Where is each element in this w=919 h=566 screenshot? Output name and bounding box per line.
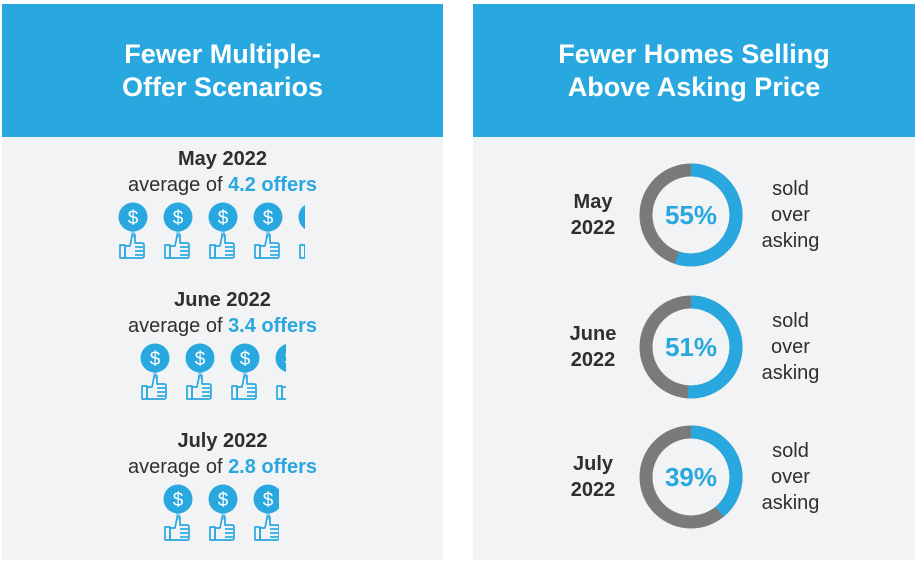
svg-text:$: $ xyxy=(218,490,229,511)
svg-text:$: $ xyxy=(263,490,274,511)
stat-caption-line: asking xyxy=(761,492,820,514)
average-offers-line: average of 3.4 offers xyxy=(2,313,443,339)
average-offers-value: 3.4 offers xyxy=(228,315,317,337)
above-asking-panel: Fewer Homes Selling Above Asking Price M… xyxy=(473,4,915,560)
offer-icon-row: $ $ $ $ $ xyxy=(2,202,443,262)
svg-text:$: $ xyxy=(285,349,286,370)
stat-caption-line: asking xyxy=(761,362,820,384)
average-offers-value: 4.2 offers xyxy=(228,174,317,196)
multiple-offer-title-line-1: Fewer Multiple- xyxy=(124,38,321,69)
donut-value-arc xyxy=(639,163,743,267)
average-prefix: average of xyxy=(127,456,229,478)
donut-percent-label: 55% xyxy=(665,200,717,230)
svg-text:$: $ xyxy=(195,349,206,370)
above-asking-header: Fewer Homes Selling Above Asking Price xyxy=(473,4,915,137)
stat-caption-line: over xyxy=(771,336,810,358)
svg-text:$: $ xyxy=(240,349,251,370)
stat-period-label: July 2022 xyxy=(543,451,643,503)
multiple-offer-title-line-2: Offer Scenarios xyxy=(121,71,324,102)
dollar-thumbs-up-icon: $ xyxy=(275,344,286,400)
donut-value-arc xyxy=(639,295,743,399)
svg-text:$: $ xyxy=(150,349,161,370)
donut-chart: 39% xyxy=(639,425,743,529)
donut-value-arc xyxy=(639,425,743,529)
offer-period-june: June 2022 average of 3.4 offers $ $ $ $ xyxy=(2,287,443,403)
svg-text:$: $ xyxy=(218,208,229,229)
donut-percent-label: 51% xyxy=(665,332,717,362)
dollar-thumbs-up-icon: $ xyxy=(118,202,148,259)
period-title: May 2022 xyxy=(178,148,267,170)
dollar-thumbs-up-icon: $ xyxy=(253,484,279,541)
average-offers-value: 2.8 offers xyxy=(228,456,317,478)
dollar-thumbs-up-icon: $ xyxy=(253,202,283,259)
offer-period-may: May 2022 average of 4.2 offers $ $ $ $ $ xyxy=(2,146,443,262)
stat-row-may: May 2022 55% sold over asking xyxy=(473,160,915,270)
period-title: June 2022 xyxy=(174,289,271,311)
dollar-thumbs-up-icon: $ xyxy=(185,343,215,400)
multiple-offer-header: Fewer Multiple- Offer Scenarios xyxy=(2,4,443,137)
stat-month: June xyxy=(569,323,617,345)
stat-row-july: July 2022 39% sold over asking xyxy=(473,422,915,532)
dollar-thumbs-up-icon: $ xyxy=(230,343,260,400)
offer-period-july: July 2022 average of 2.8 offers $ $ $ xyxy=(2,428,443,544)
stat-caption: sold over asking xyxy=(743,176,838,254)
dollar-thumbs-up-icon: $ xyxy=(298,204,305,259)
offer-icon-row: $ $ $ $ xyxy=(2,343,443,403)
stat-year: 2022 xyxy=(570,217,616,239)
dollar-thumbs-up-icon: $ xyxy=(208,202,238,259)
stat-caption-line: sold xyxy=(772,178,809,200)
stat-caption-line: over xyxy=(771,466,810,488)
dollar-thumbs-up-icon: $ xyxy=(163,484,193,541)
stat-period-label: June 2022 xyxy=(543,321,643,373)
dollar-thumbs-up-icon: $ xyxy=(208,484,238,541)
stat-caption-line: sold xyxy=(772,310,809,332)
stat-month: July xyxy=(572,453,614,475)
dollar-thumbs-up-icon: $ xyxy=(163,202,193,259)
donut-chart: 55% xyxy=(639,163,743,267)
svg-text:$: $ xyxy=(128,208,139,229)
period-title: July 2022 xyxy=(177,430,268,452)
average-offers-line: average of 2.8 offers xyxy=(2,454,443,480)
dollar-thumbs-up-icon: $ xyxy=(140,343,170,400)
donut-chart: 51% xyxy=(639,295,743,399)
svg-text:$: $ xyxy=(173,208,184,229)
stat-caption: sold over asking xyxy=(743,308,838,386)
svg-text:$: $ xyxy=(263,208,274,229)
above-asking-title-line-2: Above Asking Price xyxy=(567,71,821,102)
stat-caption-line: over xyxy=(771,204,810,226)
stat-row-june: June 2022 51% sold over asking xyxy=(473,292,915,402)
multiple-offer-panel: Fewer Multiple- Offer Scenarios May 2022… xyxy=(2,4,443,560)
donut-percent-label: 39% xyxy=(665,462,717,492)
above-asking-title-line-1: Fewer Homes Selling xyxy=(558,38,830,69)
stat-caption: sold over asking xyxy=(743,438,838,516)
svg-text:$: $ xyxy=(173,490,184,511)
stat-caption-line: sold xyxy=(772,440,809,462)
average-offers-line: average of 4.2 offers xyxy=(2,172,443,198)
stat-year: 2022 xyxy=(570,479,616,501)
average-prefix: average of xyxy=(127,315,229,337)
stat-month: May xyxy=(573,191,613,213)
stat-period-label: May 2022 xyxy=(543,189,643,241)
stat-caption-line: asking xyxy=(761,230,820,252)
offer-icon-row: $ $ $ xyxy=(2,484,443,544)
stat-year: 2022 xyxy=(570,349,616,371)
average-prefix: average of xyxy=(127,174,229,196)
